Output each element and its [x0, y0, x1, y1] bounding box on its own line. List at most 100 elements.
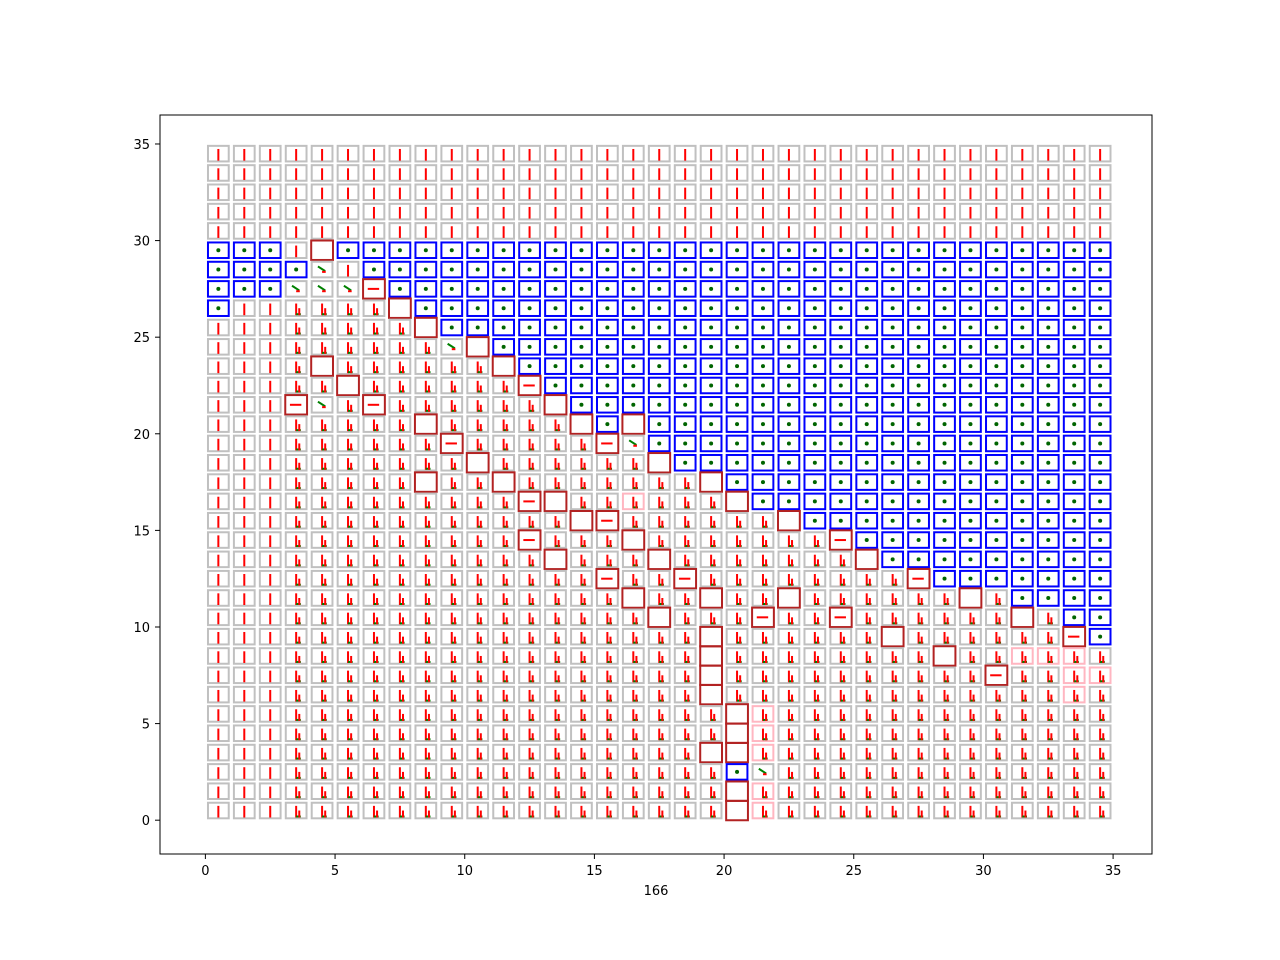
grid-cell [570, 763, 593, 781]
cell-dot [501, 286, 506, 291]
grid-cell [881, 550, 905, 569]
grid-cell [206, 202, 230, 221]
cell-box [932, 645, 957, 667]
grid-cell [570, 376, 593, 395]
cell-dot [760, 422, 765, 427]
grid-cell [491, 471, 516, 493]
cell-dot [864, 499, 869, 504]
grid-cell [388, 222, 412, 240]
cell-box [829, 453, 853, 472]
grid-cell [414, 260, 438, 279]
cell-box [284, 782, 308, 800]
grid-cell [829, 453, 853, 472]
cell-dot [838, 325, 843, 330]
cell-box [777, 164, 801, 182]
cell-box [206, 183, 230, 202]
grid-cell [414, 183, 438, 202]
grid-cell [362, 608, 386, 627]
cell-box [933, 473, 956, 491]
grid-cell [1062, 453, 1086, 472]
cell-box [466, 782, 490, 800]
cell-box [751, 376, 775, 395]
cell-dot [1098, 576, 1103, 581]
cell-box [751, 705, 775, 723]
cell-box [1010, 338, 1034, 356]
cell-box [725, 202, 749, 221]
grid-cell [336, 473, 360, 491]
cell-box [336, 415, 360, 433]
cell-box [673, 705, 697, 723]
grid-cell [881, 376, 905, 395]
cell-dot [1098, 480, 1103, 485]
grid-cell [492, 763, 516, 781]
cell-box [803, 280, 827, 298]
cell-dot [838, 499, 843, 504]
cell-box [855, 222, 879, 240]
grid-cell [985, 338, 1008, 356]
grid-cell [440, 569, 464, 588]
grid-cell [492, 666, 516, 685]
grid-cell [595, 164, 619, 182]
grid-cell [985, 202, 1008, 221]
cell-box [803, 434, 827, 453]
grid-cell [440, 801, 464, 820]
cell-box [673, 608, 697, 627]
cell-box [310, 666, 334, 685]
grid-cell [544, 801, 567, 820]
grid-cell [1062, 376, 1086, 395]
grid-cell [985, 743, 1008, 762]
cell-box [803, 222, 827, 240]
cell-box [466, 531, 490, 549]
grid-cell [673, 453, 697, 472]
grid-cell [985, 280, 1008, 298]
cell-box [933, 434, 956, 453]
cell-box [595, 357, 619, 375]
cell-dot [501, 325, 506, 330]
grid-cell [855, 376, 879, 395]
cell-dot [968, 286, 973, 291]
grid-cell [440, 473, 464, 491]
cell-box [803, 260, 827, 279]
grid-cell [959, 666, 982, 685]
grid-cell [570, 183, 593, 202]
cell-box [440, 222, 464, 240]
cell-box [284, 531, 308, 549]
cell-box [1062, 144, 1086, 163]
grid-cell [570, 453, 593, 472]
cell-dot [812, 480, 817, 485]
cell-dot [1046, 480, 1051, 485]
grid-cell [907, 144, 930, 163]
cell-box [336, 647, 360, 665]
grid-cell [959, 763, 982, 781]
grid-cell [647, 627, 671, 646]
grid-cell [647, 647, 671, 665]
cell-box [1036, 782, 1060, 800]
cell-dot [735, 383, 740, 388]
cell-box [725, 511, 749, 530]
cell-box [362, 801, 386, 820]
grid-cell [751, 743, 775, 762]
cell-box [232, 511, 256, 530]
grid-cell [751, 299, 775, 317]
grid-cell [725, 144, 749, 163]
cell-box [828, 529, 853, 551]
cell-box [699, 376, 723, 395]
cell-box [881, 183, 905, 202]
grid-cell [518, 415, 541, 433]
grid-cell [647, 222, 671, 240]
cell-dot [760, 267, 765, 272]
grid-cell [232, 647, 256, 665]
grid-cell [544, 647, 567, 665]
cell-box [232, 376, 256, 395]
cell-dot [709, 267, 714, 272]
grid-cell [258, 763, 282, 781]
cell-box [206, 589, 230, 607]
grid-cell [673, 666, 697, 685]
cell-box [855, 724, 879, 743]
grid-cell [232, 202, 256, 221]
cell-dot [786, 364, 791, 369]
grid-cell [388, 589, 412, 607]
grid-cell [673, 763, 697, 781]
cell-box [336, 396, 360, 414]
cell-box [1088, 627, 1112, 646]
